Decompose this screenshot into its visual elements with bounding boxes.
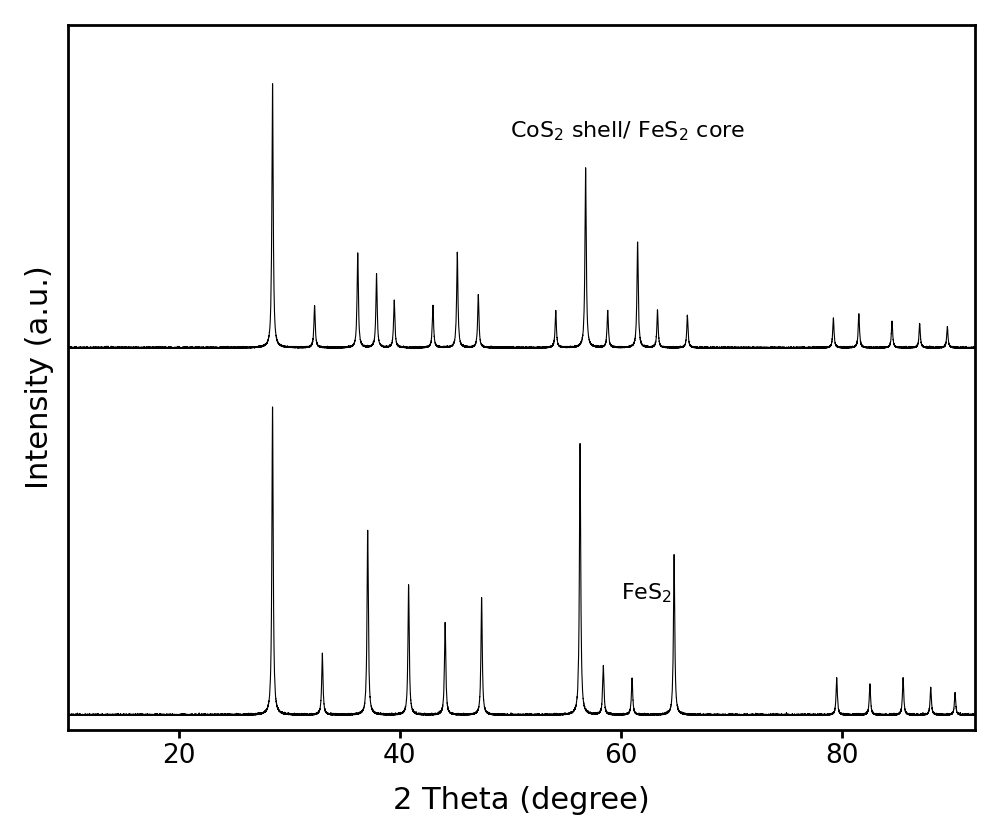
X-axis label: 2 Theta (degree): 2 Theta (degree) (393, 786, 650, 815)
Text: FeS$_2$: FeS$_2$ (621, 581, 672, 606)
Text: CoS$_2$ shell/ FeS$_2$ core: CoS$_2$ shell/ FeS$_2$ core (510, 119, 746, 143)
Y-axis label: Intensity (a.u.): Intensity (a.u.) (25, 265, 54, 490)
